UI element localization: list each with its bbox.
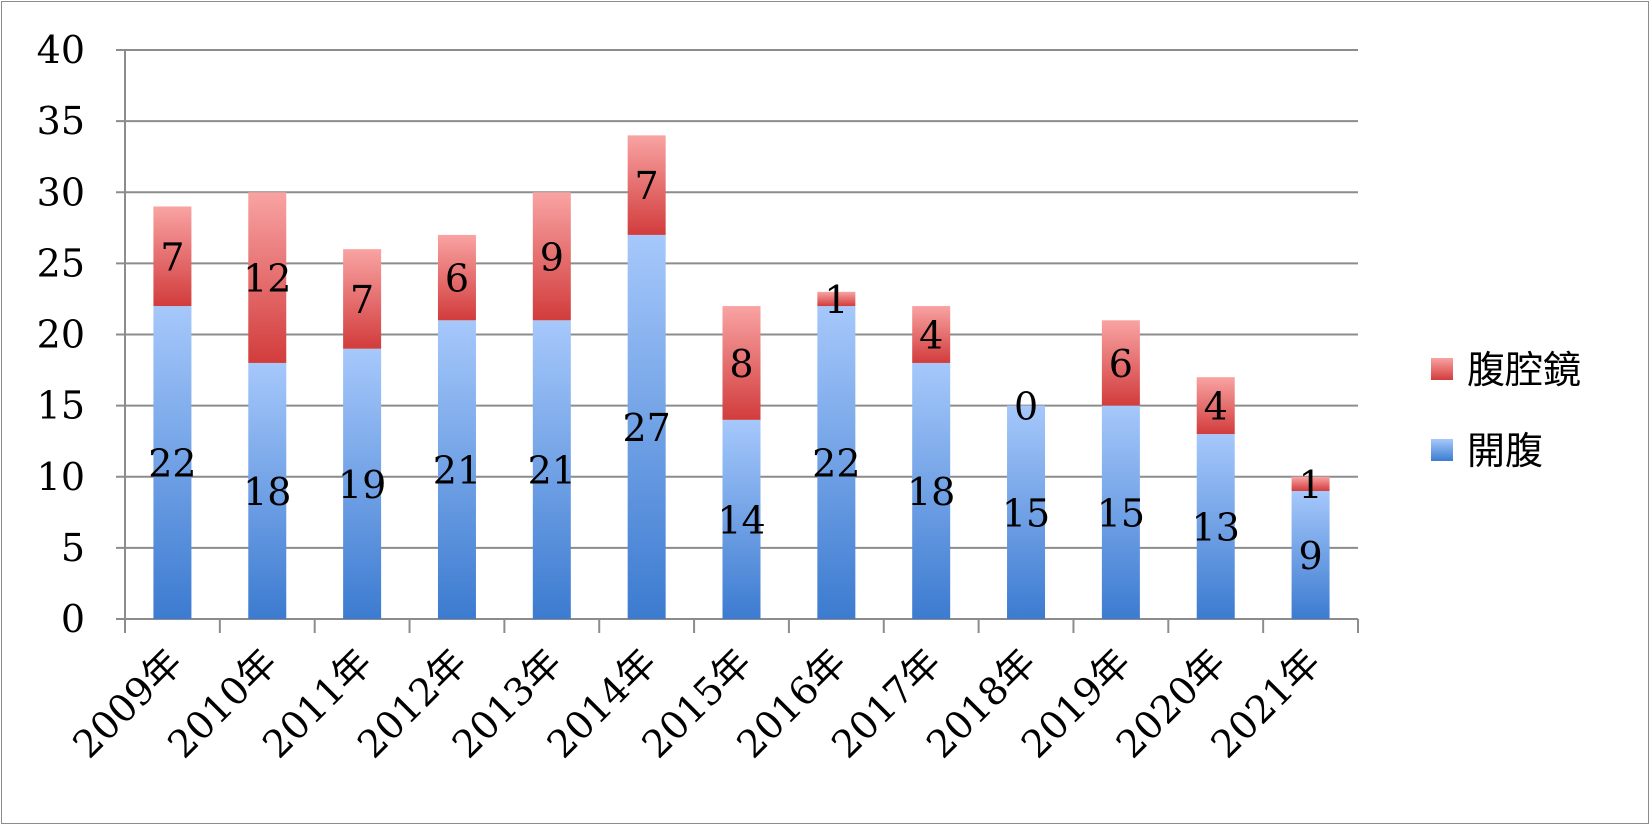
data-label-kaifuku: 21: [528, 449, 576, 493]
bar-fukukukyo-2014年: [627, 135, 666, 235]
bar-kaifuku-2012年: [437, 320, 476, 619]
data-label-fukukukyo: 6: [445, 257, 469, 301]
y-tick-label: 25: [37, 241, 85, 285]
bar-fukukukyo-2016年: [817, 291, 856, 307]
bar-kaifuku-2015年: [722, 419, 761, 619]
axes: 05101520253035402009年2010年2011年2012年2013…: [37, 28, 1359, 767]
data-label-fukukukyo: 4: [919, 314, 943, 358]
bar-kaifuku-2017年: [912, 362, 951, 619]
bar-kaifuku-2009年: [153, 306, 192, 619]
data-label-kaifuku: 18: [907, 470, 955, 514]
bar-fukukukyo-2013年: [532, 192, 571, 321]
bar-fukukukyo-2020年: [1196, 377, 1235, 435]
data-label-fukukukyo: 6: [1109, 342, 1133, 386]
bar-kaifuku-2016年: [817, 306, 856, 619]
legend-swatch-kaifuku: [1431, 439, 1453, 461]
data-label-fukukukyo: 0: [1014, 385, 1038, 429]
y-tick-label: 10: [37, 455, 85, 499]
bar-fukukukyo-2021年: [1291, 476, 1330, 491]
bar-fukukukyo-2010年: [248, 192, 287, 363]
bar-kaifuku-2010年: [248, 362, 287, 619]
y-tick-label: 40: [37, 28, 85, 72]
data-label-fukukukyo: 1: [824, 278, 848, 322]
data-labels: 22 7 18 12 19 7 21 6 21 9 27 7 14 8 22 1 18 4 15 0 15 6 13 4 9 1: [148, 164, 1322, 578]
bar-kaifuku-2013年: [532, 320, 571, 619]
bar-kaifuku-2019年: [1101, 405, 1140, 619]
data-label-kaifuku: 18: [243, 470, 291, 514]
bar-fukukukyo-2012年: [437, 234, 476, 321]
bar-kaifuku-2011年: [343, 348, 382, 619]
legend-label-kaifuku: 開腹: [1467, 429, 1543, 473]
data-label-kaifuku: 13: [1192, 506, 1240, 550]
bar-fukukukyo-2009年: [153, 206, 192, 307]
bar-fukukukyo-2011年: [343, 249, 382, 349]
data-label-fukukukyo: 7: [350, 278, 374, 322]
legend-label-fukukukyo: 腹腔鏡: [1467, 348, 1581, 392]
data-label-fukukukyo: 9: [540, 235, 564, 279]
y-tick-label: 5: [61, 526, 85, 570]
data-label-kaifuku: 9: [1298, 534, 1322, 578]
data-label-kaifuku: 14: [717, 498, 765, 542]
bar-fukukukyo-2017年: [912, 306, 951, 363]
grid-lines: [125, 49, 1358, 549]
bar-kaifuku-2020年: [1196, 434, 1235, 619]
y-tick-label: 0: [61, 597, 85, 641]
data-label-kaifuku: 22: [148, 442, 196, 486]
data-label-kaifuku: 22: [812, 442, 860, 486]
bar-kaifuku-2018年: [1007, 405, 1046, 619]
data-label-kaifuku: 19: [338, 463, 386, 507]
data-label-kaifuku: 27: [622, 406, 670, 450]
bars: [153, 135, 1330, 620]
data-label-fukukukyo: 4: [1204, 385, 1228, 429]
bar-kaifuku-2014年: [627, 234, 666, 620]
bar-fukukukyo-2015年: [722, 306, 761, 420]
data-label-fukukukyo: 8: [729, 342, 753, 386]
bar-kaifuku-2021年: [1291, 490, 1330, 619]
data-label-fukukukyo: 7: [160, 235, 184, 279]
data-label-kaifuku: 15: [1002, 491, 1050, 535]
y-tick-label: 30: [37, 170, 85, 214]
data-label-fukukukyo: 1: [1298, 463, 1322, 507]
data-label-fukukukyo: 7: [635, 164, 659, 208]
y-tick-label: 35: [37, 99, 85, 143]
legend-swatch-fukukukyo: [1431, 358, 1453, 380]
data-label-fukukukyo: 12: [243, 257, 291, 301]
data-label-kaifuku: 21: [433, 449, 481, 493]
y-tick-label: 15: [37, 384, 85, 428]
y-tick-label: 20: [37, 313, 85, 357]
data-label-kaifuku: 15: [1097, 491, 1145, 535]
bar-fukukukyo-2019年: [1101, 320, 1140, 406]
